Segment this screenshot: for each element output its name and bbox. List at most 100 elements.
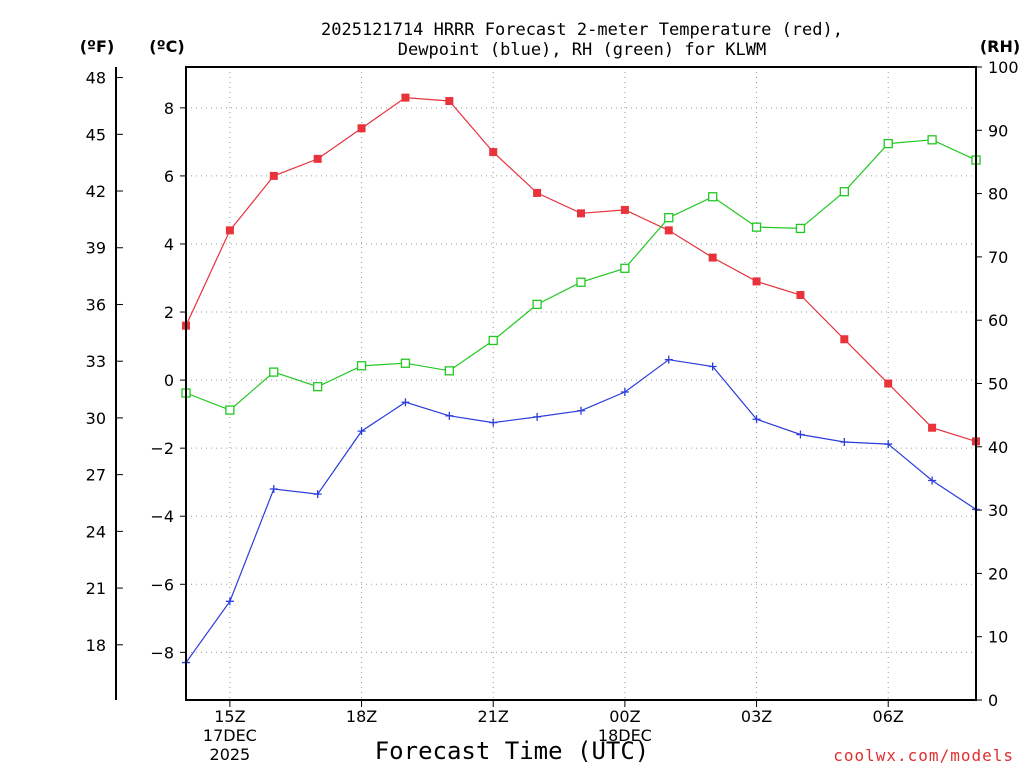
2-meter-temperature-point <box>489 148 498 157</box>
dewpoint-point <box>928 476 937 485</box>
x-tick-label: 00Z <box>609 707 640 726</box>
celsius-tick-label: 2 <box>164 303 174 322</box>
fahrenheit-tick-label: 24 <box>86 522 106 541</box>
2-meter-temperature-point <box>664 226 673 235</box>
2-meter-temperature-point <box>401 93 410 102</box>
dewpoint-point <box>752 415 761 424</box>
rh-tick-label: 90 <box>988 121 1008 140</box>
2-meter-temperature-point <box>533 188 542 197</box>
rh-tick-label: 60 <box>988 311 1008 330</box>
rh-tick-label: 70 <box>988 248 1008 267</box>
x-tick-label: 21Z <box>478 707 509 726</box>
dewpoint-point <box>840 438 849 447</box>
x-tick-label: 2025 <box>210 745 251 764</box>
rh-point <box>839 187 849 197</box>
2-meter-temperature-point <box>752 277 761 286</box>
rh-tick-label: 0 <box>988 691 998 710</box>
x-tick-label: 18DEC <box>598 726 652 745</box>
celsius-tick-label: 6 <box>164 167 174 186</box>
2-meter-temperature-point <box>577 209 585 218</box>
dewpoint-point <box>533 412 542 421</box>
celsius-tick-label: −4 <box>150 507 174 526</box>
x-tick-label: 18Z <box>346 707 377 726</box>
dewpoint-point <box>708 362 717 371</box>
plot-frame <box>185 66 977 701</box>
fahrenheit-tick-label: 42 <box>86 182 106 201</box>
rh-point <box>532 299 542 310</box>
dewpoint-point <box>796 430 805 439</box>
rh-point <box>620 263 630 273</box>
2-meter-temperature-point <box>445 97 454 106</box>
celsius-tick-label: −8 <box>150 643 174 662</box>
2-meter-temperature-point <box>928 423 937 432</box>
dewpoint-point <box>445 411 454 420</box>
rh-point <box>488 335 498 346</box>
chart-title-line-1: 2025121714 HRRR Forecast 2-meter Tempera… <box>321 20 843 40</box>
fahrenheit-tick-label: 18 <box>86 636 106 655</box>
celsius-tick-label: −6 <box>150 575 174 594</box>
fahrenheit-tick-label: 45 <box>86 125 106 144</box>
rh-point <box>313 382 323 392</box>
rh-point <box>664 213 674 223</box>
celsius-tick-label: 8 <box>164 99 174 118</box>
fahrenheit-tick-label: 30 <box>86 409 106 428</box>
rh-tick-label: 10 <box>988 628 1008 647</box>
x-tick-label: 06Z <box>873 707 904 726</box>
2-meter-temperature-point <box>620 205 629 214</box>
rh-point <box>927 135 937 145</box>
rh-tick-label: 80 <box>988 185 1008 204</box>
fahrenheit-tick-label: 36 <box>86 295 106 314</box>
rh-point <box>708 192 718 202</box>
fahrenheit-tick-label: 21 <box>86 579 106 598</box>
x-axis-title: Forecast Time (UTC) <box>375 737 650 765</box>
2-meter-temperature-point <box>313 154 322 163</box>
rh-tick-label: 20 <box>988 564 1008 583</box>
x-tick-label: 15Z <box>214 707 245 726</box>
rh-point <box>883 138 893 149</box>
data-series <box>181 93 981 667</box>
celsius-tick-label: −2 <box>150 439 174 458</box>
fahrenheit-tick-label: 48 <box>86 69 106 88</box>
dewpoint-point <box>620 388 629 397</box>
fahrenheit-axis-label: (ºF) <box>80 37 115 56</box>
2-meter-temperature-point <box>884 379 893 388</box>
x-tick-label: 03Z <box>741 707 772 726</box>
dewpoint-point <box>269 485 278 493</box>
2-meter-temperature-point <box>840 335 849 344</box>
2-meter-temperature-point <box>357 124 366 133</box>
rh-point <box>269 367 279 377</box>
grid-lines <box>186 67 976 700</box>
celsius-axis-label: (ºC) <box>149 37 184 56</box>
dewpoint-point <box>577 406 585 415</box>
rh-tick-label: 100 <box>988 58 1019 77</box>
2-meter-temperature-point <box>269 171 278 180</box>
rh-point <box>225 405 235 415</box>
credit-text: coolwx.com/models <box>833 746 1014 765</box>
fahrenheit-tick-label: 39 <box>86 239 106 258</box>
x-tick-label: 17DEC <box>203 726 257 745</box>
rh-point <box>751 222 762 232</box>
dewpoint-point <box>489 418 498 427</box>
fahrenheit-tick-label: 27 <box>86 466 106 485</box>
celsius-tick-label: 0 <box>164 371 174 390</box>
rh-axis-label: (RH) <box>980 37 1020 56</box>
celsius-tick-label: 4 <box>164 235 174 254</box>
rh-point <box>444 366 454 376</box>
2-meter-temperature-point <box>796 291 805 300</box>
fahrenheit-tick-label: 33 <box>86 352 106 371</box>
dewpoint-point <box>884 440 893 449</box>
dewpoint-point <box>664 355 673 364</box>
rh-point <box>576 277 586 287</box>
dewpoint-point <box>225 597 234 606</box>
dewpoint-point <box>313 490 322 499</box>
dewpoint-point <box>401 398 410 407</box>
dewpoint-point <box>357 427 366 436</box>
rh-tick-label: 50 <box>988 375 1008 394</box>
rh-tick-label: 30 <box>988 501 1008 520</box>
2-meter-temperature-point <box>225 226 234 235</box>
chart-title-line-2: Dewpoint (blue), RH (green) for KLWM <box>398 40 766 60</box>
2-meter-temperature-point <box>708 253 717 262</box>
